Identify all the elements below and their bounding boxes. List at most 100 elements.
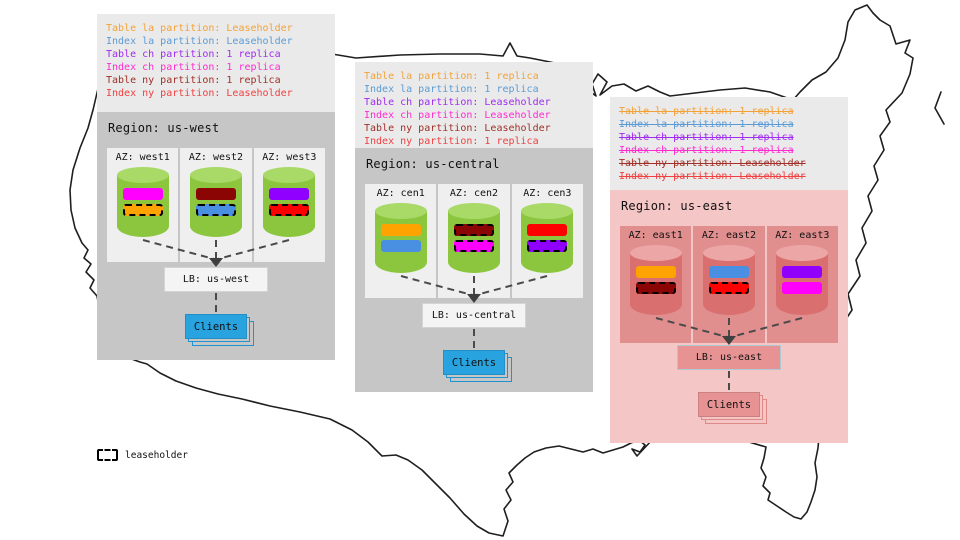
annotation-block-us-central: Table la partition: 1 replica Index la p… <box>355 62 593 148</box>
az-row: AZ: west1 AZ: west2 <box>107 148 325 262</box>
annotation-line: Index la partition: 1 replica <box>619 119 794 130</box>
annotation-line: Table ch partition: 1 replica <box>106 49 281 60</box>
annotation-line: Table ch partition: 1 replica <box>619 132 794 143</box>
region-us-central: Region: us-central AZ: cen1 AZ: cen2 <box>355 148 593 392</box>
az-east3: AZ: east3 <box>766 226 838 343</box>
partition-bar <box>269 204 310 216</box>
database-cylinder <box>521 203 574 273</box>
partition-bar <box>122 188 163 200</box>
az-cen2: AZ: cen2 <box>438 184 510 298</box>
annotation-block-us-east: Table la partition: 1 replica Index la p… <box>610 97 848 190</box>
database-cylinder <box>702 245 755 315</box>
annotation-block-us-west: Table la partition: Leaseholder Index la… <box>97 14 335 112</box>
annotation-line: Index ch partition: Leaseholder <box>364 110 551 121</box>
clients-us-central: Clients <box>443 350 505 375</box>
az-label: AZ: east3 <box>775 230 830 241</box>
region-title: Region: us-central <box>366 157 500 171</box>
partition-bar <box>122 204 163 216</box>
az-label: AZ: cen1 <box>376 188 425 199</box>
partition-bar <box>195 204 236 216</box>
clients-us-east: Clients <box>698 392 760 417</box>
cylinder-top <box>447 203 500 219</box>
cylinder-top <box>189 167 242 183</box>
annotation-line: Index la partition: Leaseholder <box>106 36 293 47</box>
partition-bar <box>195 188 236 200</box>
annotation-line: Table ny partition: Leaseholder <box>619 158 806 169</box>
az-cen1: AZ: cen1 <box>365 184 437 298</box>
leaseholder-swatch-icon <box>97 449 118 461</box>
partition-bars <box>380 224 421 256</box>
annotation-line: Index ny partition: Leaseholder <box>619 171 806 182</box>
annotation-line: Index la partition: 1 replica <box>364 84 539 95</box>
annotation-line: Table la partition: 1 replica <box>619 106 794 117</box>
az-west2: AZ: west2 <box>180 148 252 262</box>
az-label: AZ: west2 <box>188 152 244 163</box>
annotation-line: Table la partition: 1 replica <box>364 71 539 82</box>
database-cylinder <box>629 245 682 315</box>
region-us-east: Region: us-east AZ: east1 AZ: east2 <box>610 190 848 443</box>
region-us-west: Region: us-west AZ: west1 AZ: west2 <box>97 112 335 360</box>
partition-bar <box>635 266 676 278</box>
partition-bar <box>527 224 568 236</box>
partition-bars <box>782 266 823 298</box>
clients-us-west: Clients <box>185 314 247 339</box>
partition-bar <box>782 266 823 278</box>
az-east2: AZ: east2 <box>693 226 765 343</box>
az-west3: AZ: west3 <box>253 148 325 262</box>
lb-us-west: LB: us-west <box>164 267 268 292</box>
partition-bars <box>122 188 163 220</box>
database-cylinder <box>189 167 242 237</box>
annotation-line: Index ch partition: 1 replica <box>106 62 281 73</box>
partition-bars <box>269 188 310 220</box>
partition-bars <box>635 266 676 298</box>
az-east1: AZ: east1 <box>620 226 692 343</box>
az-label: AZ: east2 <box>701 230 757 241</box>
leaseholder-legend: leaseholder <box>97 449 188 461</box>
region-title: Region: us-west <box>108 121 220 135</box>
annotation-line: Table ch partition: Leaseholder <box>364 97 551 108</box>
partition-bar <box>453 240 494 252</box>
lb-us-central: LB: us-central <box>422 303 526 328</box>
cylinder-top <box>116 167 169 183</box>
cylinder-top <box>629 245 682 261</box>
az-west1: AZ: west1 <box>107 148 179 262</box>
region-title: Region: us-east <box>621 199 733 213</box>
az-row: AZ: east1 AZ: east2 <box>620 226 838 343</box>
az-label: AZ: west1 <box>115 152 170 163</box>
annotation-line: Table ny partition: Leaseholder <box>364 123 551 134</box>
partition-bar <box>708 282 749 294</box>
partition-bars <box>195 188 236 220</box>
legend-label: leaseholder <box>125 449 188 461</box>
cylinder-top <box>776 245 829 261</box>
lb-us-east: LB: us-east <box>677 345 781 370</box>
annotation-line: Table ny partition: 1 replica <box>106 75 281 86</box>
az-label: AZ: east1 <box>628 230 683 241</box>
partition-bars <box>453 224 494 256</box>
partition-bar <box>527 240 568 252</box>
az-label: AZ: cen3 <box>523 188 572 199</box>
database-cylinder <box>263 167 316 237</box>
partition-bars <box>708 266 749 298</box>
partition-bar <box>380 240 421 252</box>
database-cylinder <box>447 203 500 273</box>
cylinder-top <box>374 203 427 219</box>
partition-bar <box>635 282 676 294</box>
partition-bar <box>453 224 494 236</box>
annotation-line: Table la partition: Leaseholder <box>106 23 293 34</box>
database-cylinder <box>776 245 829 315</box>
annotation-line: Index ch partition: 1 replica <box>619 145 794 156</box>
partition-bar <box>708 266 749 278</box>
database-cylinder <box>116 167 169 237</box>
annotation-line: Index ny partition: Leaseholder <box>106 88 293 99</box>
cylinder-top <box>263 167 316 183</box>
az-row: AZ: cen1 AZ: cen2 <box>365 184 583 298</box>
az-label: AZ: west3 <box>262 152 317 163</box>
cylinder-top <box>521 203 574 219</box>
az-cen3: AZ: cen3 <box>511 184 583 298</box>
cylinder-top <box>702 245 755 261</box>
az-label: AZ: cen2 <box>449 188 499 199</box>
partition-bar <box>269 188 310 200</box>
partition-bar <box>380 224 421 236</box>
